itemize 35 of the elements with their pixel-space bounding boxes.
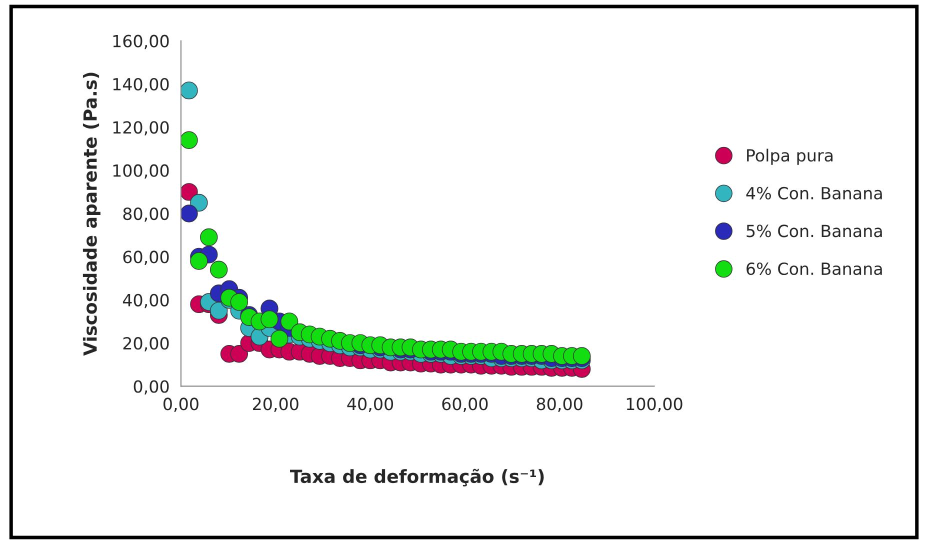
y-tick-label: 20,00: [123, 337, 169, 352]
y-tick-label: 0,00: [134, 380, 169, 395]
y-axis-title: Viscosidade aparente (Pa.s): [82, 72, 100, 356]
legend-label: 5% Con. Banana: [746, 224, 882, 238]
x-tick-label: 20,00: [252, 398, 298, 412]
x-tick-label: 80,00: [536, 398, 582, 412]
y-tick-label: 60,00: [123, 250, 169, 265]
point: [200, 228, 218, 246]
x-tick-label: 60,00: [442, 398, 488, 412]
y-tick-label: 120,00: [113, 121, 169, 136]
point: [260, 310, 278, 328]
y-tick-label: 100,00: [113, 164, 169, 179]
legend-label: 4% Con. Banana: [746, 186, 882, 200]
point: [180, 204, 198, 222]
x-tick-label: 40,00: [347, 398, 394, 412]
x-axis-title: Taxa de deformação (s⁻¹): [290, 468, 544, 486]
y-tick-label: 80,00: [123, 207, 169, 222]
y-tick-label: 40,00: [122, 294, 169, 308]
point: [180, 183, 198, 201]
point: [180, 131, 198, 149]
point: [210, 260, 228, 279]
point: [230, 345, 248, 363]
point: [280, 312, 298, 330]
legend-label: Polpa pura: [747, 148, 832, 165]
x-tick-label: 100,00: [626, 398, 682, 412]
point: [190, 194, 208, 212]
point: [270, 330, 288, 348]
point: [210, 302, 228, 320]
point: [230, 293, 248, 311]
point: [190, 252, 208, 270]
y-tick-label: 140,00: [113, 78, 169, 92]
y-tick-label: 160,00: [113, 34, 169, 50]
x-tick-label: 0,00: [164, 398, 198, 412]
legend-label: 6% Con. Banana: [746, 262, 882, 276]
point: [180, 82, 198, 100]
